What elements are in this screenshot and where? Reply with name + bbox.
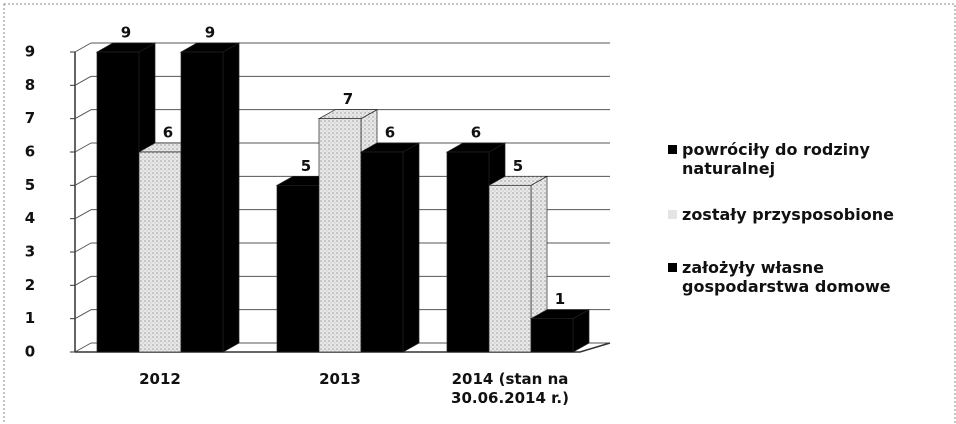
bar [138,151,182,353]
data-label: 9 [121,24,131,42]
legend-swatch [668,263,677,272]
data-label: 6 [385,124,395,142]
legend-swatch [668,145,677,154]
grid-depth [74,209,92,220]
data-label: 6 [471,124,481,142]
data-label: 5 [301,157,311,175]
x-tick-label: 2012 [139,370,181,388]
legend-entry: powróciły do rodziny naturalnej [668,140,932,178]
legend-label: zostały przysposobione [682,205,894,224]
y-tick-label: 3 [25,243,35,261]
legend-entry: założyły własne gospodarstwa domowe [668,258,932,296]
data-label: 1 [555,290,565,308]
grid-depth [74,342,92,353]
data-label: 6 [163,124,173,142]
grid-depth [74,42,92,53]
bar [360,151,404,353]
grid-depth [74,175,92,186]
bar [96,51,140,353]
bar-side [222,42,240,353]
y-tick-label: 2 [25,276,35,294]
bar-side [402,142,420,353]
bar [180,51,224,353]
legend-label: założyły własne gospodarstwa domowe [682,258,891,296]
x-tick-label: 2014 (stan na 30.06.2014 r.) [451,370,569,407]
data-label: 9 [205,24,215,42]
y-tick-label: 4 [25,209,35,227]
data-label: 7 [343,90,353,108]
data-label: 5 [513,157,523,175]
y-tick-label: 0 [25,343,35,361]
y-tick-label: 9 [25,43,35,61]
bar [446,151,490,353]
grid-depth [74,142,92,153]
grid-depth [74,109,92,120]
grid-depth [74,242,92,253]
y-tick-label: 5 [25,176,35,194]
x-tick-label: 2013 [319,370,361,388]
y-tick-label: 1 [25,309,35,327]
legend-entry: zostały przysposobione [668,205,956,224]
y-tick-label: 6 [25,143,35,161]
grid-depth [74,309,92,320]
floor [75,342,611,353]
legend-label: powróciły do rodziny naturalnej [682,140,870,178]
bar [276,184,320,353]
bar [488,184,532,353]
grid-depth [74,275,92,286]
grid-depth [74,75,92,86]
bar [318,118,362,353]
y-tick-label: 7 [25,109,35,127]
frame [3,3,956,424]
y-tick-label: 8 [25,76,35,94]
bar [530,318,574,353]
legend-swatch [668,210,677,219]
